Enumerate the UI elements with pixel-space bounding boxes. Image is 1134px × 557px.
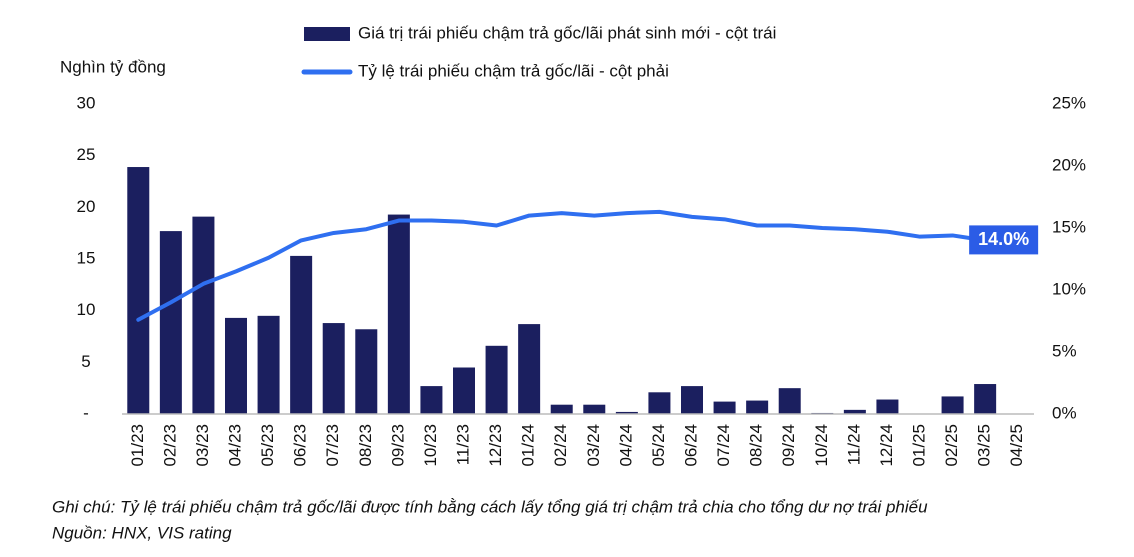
y-tick-label: 15 (77, 248, 96, 267)
bar (648, 392, 671, 414)
x-tick-label: 02/23 (160, 424, 179, 467)
bar (518, 324, 541, 414)
value-label-box (969, 225, 1039, 255)
legend-label: Giá trị trái phiếu chậm trả gốc/lãi phát… (358, 23, 776, 42)
x-tick-label: 06/23 (291, 424, 310, 467)
x-tick-label: 06/24 (681, 424, 700, 467)
x-tick-label: 05/23 (258, 424, 277, 467)
bar (941, 396, 964, 414)
bar (713, 401, 736, 414)
x-tick-label: 03/23 (193, 424, 212, 467)
x-tick-label: 04/25 (1007, 424, 1026, 467)
bar (225, 317, 247, 414)
y-tick-label: 20 (77, 197, 96, 216)
y2-tick-label: 5% (1052, 341, 1077, 360)
y2-tick-label: 0% (1052, 403, 1077, 422)
bar (290, 255, 313, 414)
x-tick-label: 04/23 (225, 424, 244, 467)
bar (485, 345, 508, 414)
bar (615, 411, 638, 414)
x-tick-label: 03/25 (975, 424, 994, 467)
y-tick-label: 25 (77, 145, 96, 164)
legend-label: Tỷ lệ trái phiếu chậm trả gốc/lãi - cột … (358, 61, 669, 80)
x-tick-label: 11/23 (453, 424, 472, 465)
y2-tick-label: 20% (1052, 155, 1086, 174)
y-tick-label: 10 (77, 300, 96, 319)
x-tick-label: 02/24 (551, 424, 570, 467)
bar (453, 367, 475, 414)
x-tick-label: 09/24 (779, 424, 798, 467)
x-tick-label: 01/24 (519, 424, 538, 467)
bar (681, 386, 703, 414)
bar (876, 399, 899, 414)
bar (420, 386, 443, 414)
bar (127, 167, 150, 414)
legend-swatch (304, 27, 350, 41)
y-axis-label: Nghìn tỷ đồng (60, 57, 166, 76)
x-tick-label: 11/24 (844, 424, 863, 465)
y-tick-label: 5 (81, 352, 90, 371)
x-tick-label: 12/23 (486, 424, 505, 467)
y2-tick-label: 10% (1052, 279, 1086, 298)
x-tick-label: 01/23 (128, 424, 147, 467)
bar (746, 400, 769, 414)
bar (974, 384, 997, 414)
x-tick-label: 01/25 (909, 424, 928, 467)
bar (583, 404, 606, 414)
x-tick-label: 10/23 (421, 424, 440, 467)
x-tick-label: 02/25 (942, 424, 961, 467)
x-tick-label: 09/23 (388, 424, 407, 467)
x-tick-label: 07/24 (714, 424, 733, 467)
bar (159, 231, 182, 414)
bar (355, 329, 378, 414)
bar (322, 323, 345, 414)
bar (257, 315, 280, 414)
bar (387, 214, 410, 414)
bar (192, 216, 215, 414)
y2-tick-label: 25% (1052, 93, 1086, 112)
x-tick-label: 12/24 (877, 424, 896, 467)
x-tick-label: 03/24 (584, 424, 603, 467)
x-tick-label: 10/24 (812, 424, 831, 467)
y-tick-label: 30 (77, 93, 96, 112)
source: Nguồn: HNX, VIS rating (52, 523, 232, 542)
bar (778, 388, 801, 414)
note: Ghi chú: Tỷ lệ trái phiếu chậm trả gốc/l… (52, 497, 928, 516)
value-label: 14.0% (978, 229, 1029, 249)
y-tick-label: - (83, 403, 89, 422)
line (136, 209, 988, 322)
bar (843, 409, 866, 414)
bar (550, 404, 573, 414)
x-tick-label: 08/23 (356, 424, 375, 467)
x-tick-label: 05/24 (649, 424, 668, 467)
x-tick-label: 04/24 (616, 424, 635, 467)
y2-tick-label: 15% (1052, 217, 1086, 236)
x-tick-label: 07/23 (323, 424, 342, 467)
x-tick-label: 08/24 (747, 424, 766, 467)
